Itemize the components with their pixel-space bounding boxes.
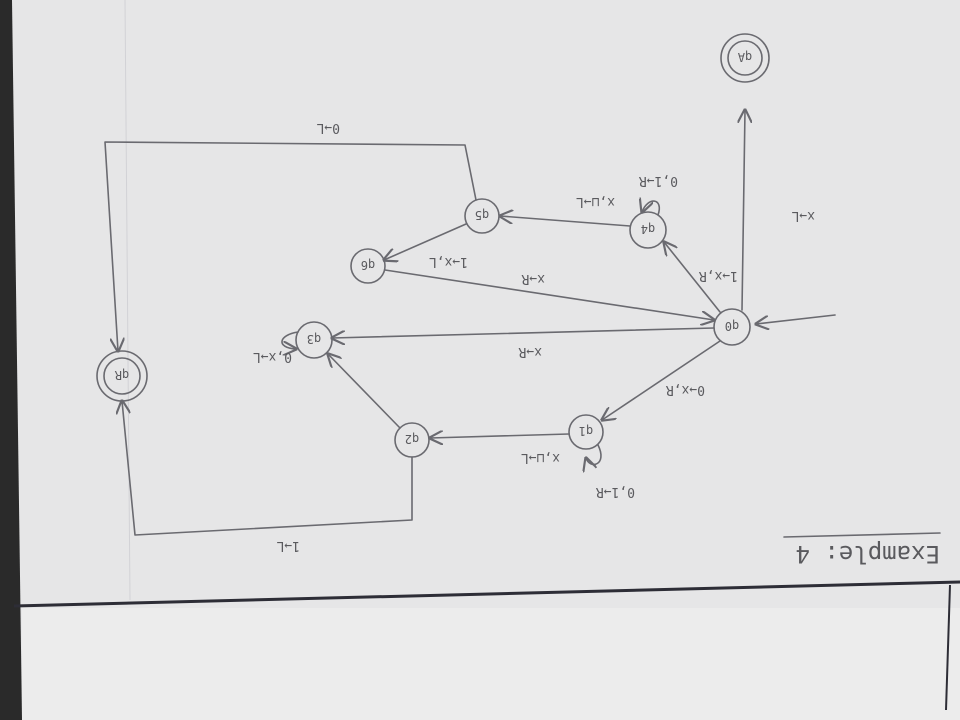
edge-q2-q3 — [328, 354, 401, 429]
example-title: Example: 4 — [796, 540, 941, 568]
state-q0[interactable]: q0 — [713, 308, 751, 346]
rotated-diagram: Example: 4 q0 q1 q2 q3 q4 q5 q6 — [96, 33, 941, 568]
loop-q1 — [586, 444, 602, 464]
state-qA[interactable]: qA — [720, 33, 770, 83]
svg-text:qR: qR — [114, 368, 129, 382]
svg-text:q3: q3 — [307, 332, 321, 346]
edge-q0-qA — [742, 110, 745, 311]
edge-q6-q0 — [384, 269, 714, 320]
svg-text:q2: q2 — [405, 432, 419, 446]
paper-lower-strip — [22, 608, 960, 720]
svg-text:q6: q6 — [361, 258, 375, 272]
edge-q2-qR — [122, 401, 413, 536]
label-q0-qA: x→L — [791, 208, 815, 223]
edge-q5-q6 — [384, 223, 467, 260]
state-q1[interactable]: q1 — [568, 414, 604, 450]
edge-q0-q1 — [602, 340, 721, 420]
label-q4-q5: x,⊔→L — [576, 194, 615, 209]
label-q1-loop: 0,1→R — [596, 484, 635, 499]
edge-q3-q0 — [332, 327, 715, 338]
state-qR[interactable]: qR — [96, 350, 148, 402]
margin-line — [124, 0, 131, 601]
start-arrow — [756, 314, 836, 324]
label-q4-loop: 0,1→R — [639, 173, 678, 188]
svg-text:q5: q5 — [475, 208, 489, 222]
label-q6-q0: x→R — [521, 271, 545, 286]
loop-q3 — [281, 331, 299, 349]
label-q3-q0: x→R — [518, 344, 542, 359]
svg-text:q4: q4 — [641, 222, 655, 236]
label-q2-qR: 1→L — [276, 538, 300, 553]
label-q5-q6: 1→x,L — [429, 254, 468, 269]
edge-q5-qR — [104, 141, 477, 351]
edge-q0-q4 — [664, 242, 721, 313]
edge-q1-q2 — [430, 434, 570, 438]
label-q0-q4: 1→x,R — [699, 268, 738, 283]
page-divider-line — [13, 580, 960, 608]
label-q0-q1: 0→x,R — [666, 382, 705, 397]
svg-text:qA: qA — [737, 50, 752, 64]
page-edge-line — [945, 584, 951, 711]
edge-q4-q5 — [500, 216, 631, 227]
label-q1-q2: x,⊔→L — [521, 450, 560, 465]
label-q3-loop: 0,x→L — [253, 349, 292, 364]
paper-sheet — [12, 0, 960, 720]
state-q6[interactable]: q6 — [350, 248, 386, 284]
loop-q4 — [642, 201, 661, 216]
label-q5-qR: 0→L — [316, 120, 340, 135]
svg-text:q1: q1 — [579, 424, 593, 438]
title-underline — [783, 532, 941, 538]
svg-text:q0: q0 — [725, 319, 739, 333]
